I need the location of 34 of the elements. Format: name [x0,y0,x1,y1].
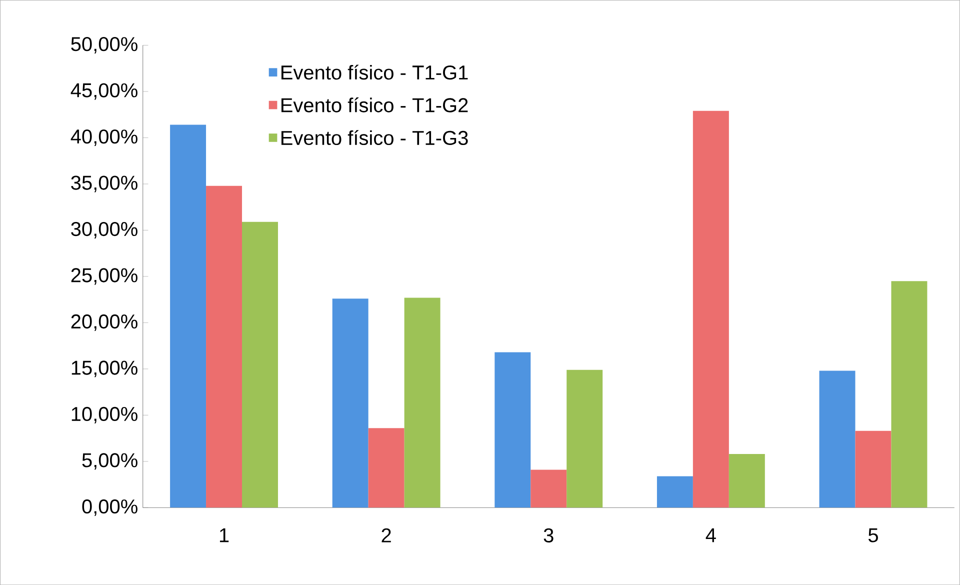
bar [566,370,603,508]
bar [494,352,531,508]
bar [170,124,206,508]
bar [242,222,278,508]
y-tick-label: 35,00% [71,176,138,192]
y-tick-label: 45,00% [70,83,138,100]
y-tick-label: 25,00% [71,268,138,285]
x-tick-label: 5 [868,528,878,542]
legend-label: Evento físico - T1-G1 [281,64,468,80]
legend-label: Evento físico - T1-G2 [281,97,468,112]
bar [206,186,242,508]
y-tick-label: 30,00% [71,222,138,238]
y-tick-label: 5,00% [82,453,138,470]
legend-label: Evento físico - T1-G3 [281,130,468,145]
bar [368,428,404,508]
bar [855,430,892,508]
y-tick-label: 0,00% [82,499,138,516]
y-tick-label: 50,00% [71,36,138,54]
x-tick-label: 1 [220,528,229,542]
bar [332,298,368,508]
bar [819,370,856,508]
y-tick-label: 40,00% [70,129,138,146]
bar [656,476,693,508]
bar [728,454,765,508]
bar [891,280,928,508]
x-tick-label: 4 [706,528,716,542]
y-tick-label: 20,00% [71,314,138,331]
x-tick-label: 3 [544,528,554,542]
x-tick-label: 2 [382,528,391,542]
bar [692,110,729,508]
y-tick-label: 10,00% [72,406,138,424]
bar [530,470,567,508]
y-tick-label: 15,00% [72,360,138,378]
bar [404,298,440,508]
